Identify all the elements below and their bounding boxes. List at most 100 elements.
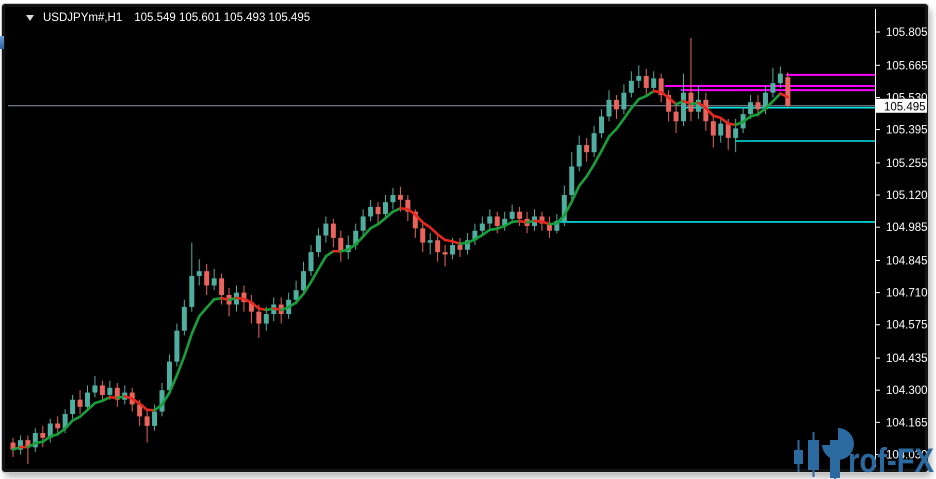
watermark-candle-icon: [808, 440, 819, 470]
ma-line-segment: [436, 233, 447, 242]
axis-label: 105.120: [886, 190, 928, 202]
ma-line-segment: [540, 220, 551, 226]
ma-line-segment: [555, 214, 566, 225]
ma-line-segment: [481, 228, 492, 237]
ma-line-segment: [592, 149, 603, 166]
ma-line-segment: [585, 162, 596, 178]
candle: [256, 311, 262, 324]
chart-symbol-period: USDJPYm#,H1: [43, 12, 123, 24]
candle: [330, 223, 336, 238]
candle: [159, 390, 165, 412]
ma-line-segment: [183, 332, 194, 358]
current-price-badge: [876, 98, 927, 113]
candle: [435, 240, 441, 253]
candle: [450, 245, 456, 255]
candle: [62, 413, 68, 429]
candle: [561, 195, 567, 222]
candle: [733, 128, 739, 138]
candle: [107, 387, 113, 395]
ma-line-segment: [205, 298, 216, 309]
candle: [762, 92, 768, 110]
ma-line-segment: [78, 408, 89, 418]
ma-line-segment: [56, 427, 67, 436]
candle: [569, 166, 575, 196]
candle: [92, 385, 98, 393]
ma-line-segment: [294, 292, 305, 304]
candle: [509, 211, 515, 219]
candle: [219, 278, 225, 295]
candle: [777, 73, 783, 84]
candle: [383, 202, 388, 215]
candle: [643, 76, 649, 88]
ma-line-segment: [466, 238, 477, 245]
candle: [375, 206, 381, 215]
ma-line-segment: [197, 306, 208, 318]
candle: [248, 302, 254, 312]
candle: [181, 306, 187, 331]
ma-line-segment: [428, 226, 439, 236]
ma-line-segment: [63, 419, 74, 430]
candle: [17, 440, 23, 450]
ma-line-segment: [674, 99, 685, 106]
ma-line-segment: [644, 89, 656, 98]
candle: [785, 77, 791, 106]
ma-line-segment: [607, 127, 618, 138]
candle: [241, 292, 247, 303]
ma-line-segment: [168, 373, 179, 394]
candle: [397, 195, 403, 200]
candle: [628, 80, 634, 93]
candle: [412, 211, 418, 229]
brand-watermark: rof-FX: [794, 428, 934, 479]
candle: [755, 102, 761, 110]
candle: [70, 399, 76, 414]
candle: [353, 230, 359, 246]
candle: [584, 145, 590, 153]
ma-line-segment: [26, 441, 37, 449]
ma-line-segment: [697, 101, 708, 110]
ma-line-segment: [346, 243, 358, 251]
window-frame-accent: [0, 36, 4, 49]
ma-line-segment: [41, 435, 52, 443]
candle: [196, 271, 202, 276]
candle: [10, 442, 16, 450]
watermark-text: rof-FX: [848, 442, 934, 479]
axis-label: 104.845: [886, 255, 928, 267]
candle: [360, 216, 366, 231]
candle: [688, 92, 694, 112]
candle: [725, 123, 731, 138]
candle: [673, 111, 679, 122]
candle: [308, 252, 314, 272]
ma-line-segment: [71, 415, 82, 422]
ma-line-segment: [391, 207, 402, 213]
candle: [77, 399, 83, 407]
candle: [472, 230, 478, 241]
candle: [55, 423, 61, 429]
ma-line-segment: [406, 207, 417, 216]
axis-label: 104.575: [886, 320, 928, 332]
ma-line-segment: [637, 94, 648, 101]
symbol-dropdown-icon[interactable]: [26, 14, 34, 21]
candle: [666, 95, 672, 112]
ma-line-segment: [704, 106, 715, 118]
ma-line-segment: [771, 92, 782, 103]
candle: [211, 278, 217, 286]
watermark-p-stem: [830, 440, 840, 478]
candle: [315, 235, 321, 253]
axis-label: 104.300: [886, 385, 928, 397]
candle: [152, 411, 158, 426]
candle: [748, 102, 754, 115]
axis-label: 104.435: [886, 353, 928, 365]
candle: [144, 416, 150, 426]
ma-line-segment: [734, 120, 745, 127]
candle: [517, 211, 523, 219]
ma-line-segment: [250, 301, 261, 310]
ma-line-segment: [630, 97, 641, 110]
candle: [591, 133, 597, 153]
candle: [427, 240, 433, 243]
ma-line-segment: [86, 401, 97, 412]
candle: [613, 99, 619, 110]
candle: [539, 216, 545, 224]
axis-label: 104.985: [886, 222, 928, 234]
ma-line-segment: [138, 402, 149, 412]
